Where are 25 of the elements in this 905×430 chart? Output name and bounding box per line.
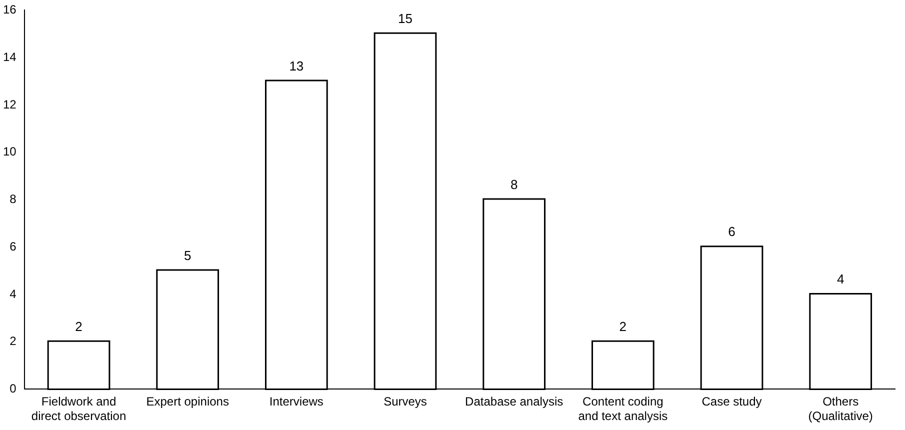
x-tick-label: Database analysis <box>465 394 564 409</box>
data-label: 5 <box>184 248 192 263</box>
data-label: 13 <box>289 58 304 74</box>
y-tick-label: 6 <box>10 239 17 254</box>
y-tick-label: 4 <box>10 286 17 301</box>
y-tick-label: 0 <box>10 382 17 396</box>
x-tick-label: Fieldwork and direct observation <box>31 394 126 424</box>
data-label: 8 <box>510 176 518 192</box>
x-tick-label: Expert opinions <box>146 394 229 409</box>
x-tick-label: Case study <box>702 394 762 409</box>
data-label: 15 <box>398 10 412 26</box>
data-label: 6 <box>728 224 736 240</box>
data-label: 2 <box>75 318 82 334</box>
data-label: 2 <box>619 318 627 334</box>
y-tick-label: 16 <box>2 2 17 17</box>
y-tick-label: 10 <box>2 144 17 159</box>
y-tick-label: 12 <box>2 97 17 112</box>
y-tick-label: 8 <box>10 192 17 206</box>
y-tick-label: 14 <box>2 50 17 64</box>
x-tick-label: Others (Qualitative) <box>808 394 873 424</box>
x-tick-label: Content coding and text analysis <box>578 394 668 424</box>
x-tick-label: Interviews <box>269 394 324 409</box>
x-tick-label: Surveys <box>384 394 427 409</box>
y-tick-label: 2 <box>10 334 17 348</box>
data-label: 4 <box>836 272 844 287</box>
